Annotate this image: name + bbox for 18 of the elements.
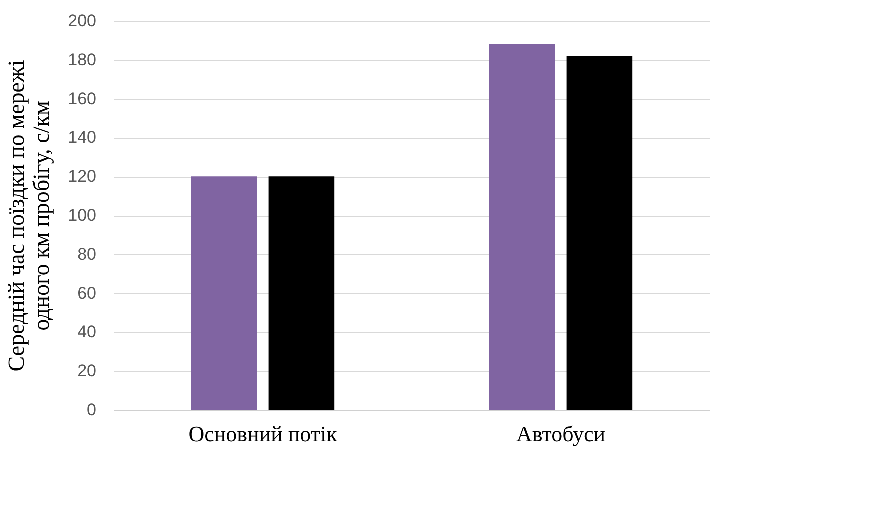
y-tick-label: 120 [68, 167, 96, 186]
bar [489, 44, 556, 410]
y-tick-label: 20 [78, 362, 96, 381]
x-tick-label: Автобуси [516, 422, 606, 446]
y-tick-label: 200 [68, 12, 96, 30]
bar [566, 56, 633, 410]
y-tick-label: 80 [78, 244, 96, 264]
y-axis-title: Середній час поїздки по мережі одного км пробігу, с/км [4, 60, 54, 372]
y-tick-label: 60 [78, 284, 96, 303]
y-tick-label: 180 [68, 50, 96, 70]
bar [268, 176, 335, 410]
y-tick-label: 160 [68, 89, 96, 108]
y-tick-label: 0 [87, 400, 96, 420]
y-tick-label: 40 [78, 322, 96, 342]
x-tick-label: Основний потік [188, 422, 338, 446]
y-tick-label: 140 [68, 128, 96, 148]
y-tick-label: 100 [68, 206, 96, 225]
bar [191, 176, 258, 410]
